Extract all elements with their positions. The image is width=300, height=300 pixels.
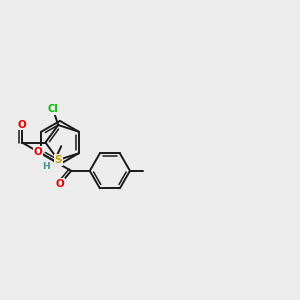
Text: O: O: [18, 119, 26, 130]
Text: Cl: Cl: [48, 104, 58, 114]
Text: H: H: [42, 162, 50, 171]
Text: O: O: [34, 147, 43, 157]
Text: O: O: [56, 179, 64, 189]
Text: S: S: [54, 155, 62, 165]
